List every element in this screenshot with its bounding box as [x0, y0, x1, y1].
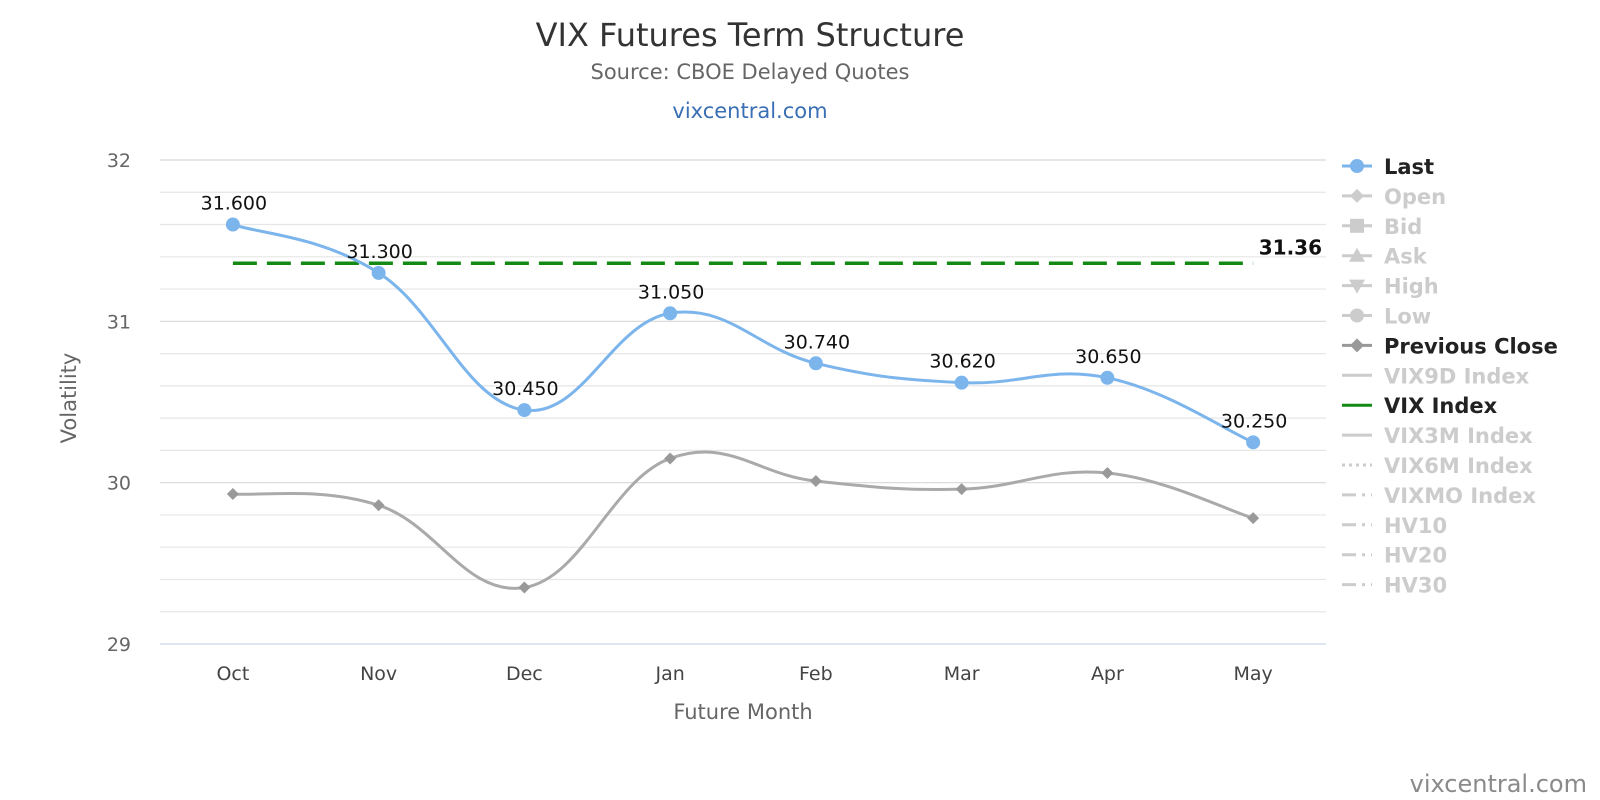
legend-label: Low	[1384, 305, 1431, 329]
y-tick-label: 29	[107, 634, 131, 656]
previous-close-point	[664, 452, 677, 465]
y-tick-label: 30	[107, 473, 131, 495]
legend-diamond-icon	[1350, 338, 1364, 353]
chart-title: VIX Futures Term Structure	[536, 16, 965, 54]
legend-item-previous-close[interactable]: Previous Close	[1342, 334, 1558, 358]
x-tick-label: Mar	[944, 663, 980, 685]
x-tick-label: Dec	[506, 663, 543, 685]
legend-label: VIXMO Index	[1384, 484, 1536, 508]
x-tick-label: Oct	[216, 663, 249, 685]
legend-label: VIX9D Index	[1384, 364, 1530, 388]
legend-triangle-icon	[1349, 247, 1365, 262]
vix-index-data-label: 31.36	[1259, 235, 1322, 259]
x-tick-label: Nov	[360, 663, 397, 685]
legend-label: Ask	[1384, 245, 1428, 269]
last-data-label: 30.250	[1221, 410, 1287, 432]
last-point	[808, 356, 823, 371]
x-tick-label: Feb	[799, 663, 833, 685]
legend-item-low[interactable]: Low	[1342, 305, 1431, 329]
legend-label: VIX6M Index	[1384, 454, 1533, 478]
legend-label: VIX3M Index	[1384, 424, 1533, 448]
legend-label: HV20	[1384, 544, 1447, 568]
y-tick-label: 32	[107, 150, 131, 172]
legend-circle-icon	[1350, 308, 1364, 323]
last-point	[663, 306, 678, 321]
previous-close-point	[1101, 466, 1114, 479]
legend-item-vix3m-index[interactable]: VIX3M Index	[1342, 424, 1533, 448]
last-data-label: 31.300	[346, 241, 412, 263]
legend-label: Bid	[1384, 215, 1422, 239]
legend-triangle-down-icon	[1349, 279, 1365, 294]
legend-item-last[interactable]: Last	[1342, 155, 1434, 179]
last-point	[1246, 435, 1261, 450]
legend-label: HV30	[1384, 574, 1447, 598]
series-previous-close-line	[232, 450, 1254, 590]
legend-item-hv20[interactable]: HV20	[1342, 544, 1447, 568]
legend-label: Previous Close	[1384, 334, 1558, 358]
last-point	[225, 217, 240, 232]
x-axis-ticks: Oct Nov Dec Jan Feb Mar Apr May	[216, 663, 1272, 685]
last-point	[954, 375, 969, 390]
x-axis-title: Future Month	[673, 700, 812, 724]
x-tick-label: May	[1233, 663, 1272, 685]
chart-subtitle: Source: CBOE Delayed Quotes	[591, 60, 910, 84]
legend-item-high[interactable]: High	[1342, 275, 1439, 299]
last-data-label: 31.050	[638, 281, 704, 303]
previous-close-point	[372, 499, 385, 512]
last-data-label: 30.620	[929, 351, 995, 373]
legend-item-vixmo-index[interactable]: VIXMO Index	[1342, 484, 1536, 508]
series-last-line	[232, 223, 1254, 444]
source-link[interactable]: vixcentral.com	[672, 99, 827, 123]
previous-close-point	[518, 581, 531, 594]
last-data-label: 30.450	[492, 378, 558, 400]
legend-label: Open	[1384, 185, 1446, 209]
y-axis-title: Volatility	[57, 353, 81, 444]
previous-close-point	[955, 483, 968, 496]
legend-square-icon	[1350, 218, 1364, 233]
last-data-label: 30.650	[1075, 346, 1141, 368]
previous-close-point	[226, 487, 239, 500]
last-point	[371, 265, 386, 280]
legend-label: HV10	[1384, 514, 1447, 538]
series-layer: 31.36 31.600 31.300 30.450 31.050 30.740 30.62…	[201, 193, 1322, 594]
last-point	[517, 403, 532, 418]
legend-item-ask[interactable]: Ask	[1342, 245, 1428, 269]
legend-item-open[interactable]: Open	[1342, 185, 1446, 209]
grid-lines	[160, 159, 1326, 645]
legend-diamond-icon	[1350, 188, 1364, 203]
legend-item-vix-index[interactable]: VIX Index	[1342, 394, 1498, 418]
legend-label: Last	[1384, 155, 1434, 179]
previous-close-point	[1247, 512, 1260, 525]
legend-item-hv30[interactable]: HV30	[1342, 574, 1447, 598]
legend-item-vix9d-index[interactable]: VIX9D Index	[1342, 364, 1530, 388]
last-data-label: 30.740	[784, 331, 850, 353]
legend: Last Open Bid Ask High Low Previous Close VIX9D…	[1342, 155, 1558, 598]
legend-item-hv10[interactable]: HV10	[1342, 514, 1447, 538]
last-point	[1100, 370, 1115, 385]
y-axis-ticks: 29 30 31 32	[107, 150, 131, 656]
legend-label: High	[1384, 275, 1439, 299]
x-tick-label: Apr	[1091, 663, 1124, 685]
legend-item-vix6m-index[interactable]: VIX6M Index	[1342, 454, 1533, 478]
legend-circle-icon	[1350, 159, 1364, 173]
legend-item-bid[interactable]: Bid	[1342, 215, 1422, 239]
credit-text[interactable]: vixcentral.com	[1410, 770, 1587, 798]
y-tick-label: 31	[107, 311, 131, 333]
last-data-label: 31.600	[201, 193, 267, 215]
previous-close-point	[809, 475, 822, 488]
x-tick-label: Jan	[654, 663, 684, 685]
legend-label: VIX Index	[1384, 394, 1498, 418]
